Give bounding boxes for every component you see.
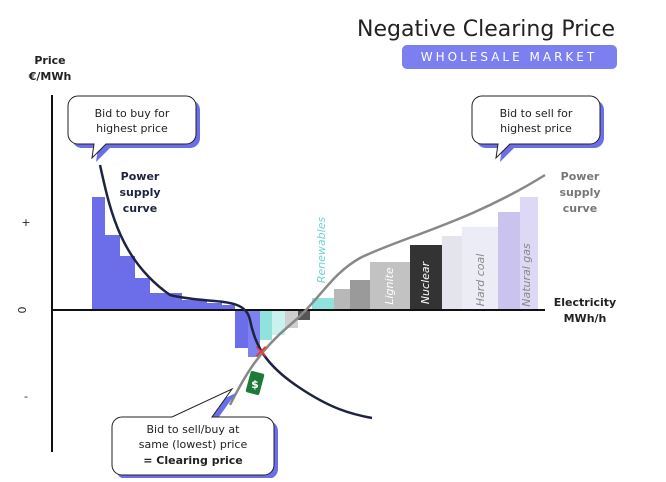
curve-label: curve [563,202,597,215]
demand-curve [98,164,373,420]
curve-label: Power [121,170,160,183]
source-label: Renewables [315,217,328,284]
x-unit: MWh/h [564,312,607,325]
callout-text: same (lowest) price [139,438,248,451]
badge: WHOLESALE MARKET [421,50,597,64]
source-label: Natural gas [520,243,533,307]
curve-label: supply [119,186,160,199]
badge-bg [402,45,617,69]
cross: ✕ [253,342,268,363]
callout-text: highest price [500,122,572,135]
plus: + [21,216,30,229]
title: Negative Clearing Price [357,17,615,42]
curve-label: curve [123,202,157,215]
minus: - [24,390,28,403]
callout-buy: Bid to buy for highest price [67,95,200,162]
y-label: Price [34,54,65,67]
callout-text: Bid to sell/buy at [147,423,241,436]
x-label: Electricity [554,296,616,309]
callout-sell: Bid to sell for highest price [471,95,604,162]
source-label: Lignite [383,267,396,305]
callout-text: Bid to buy for [95,107,170,120]
callout-text: Bid to sell for [500,107,573,120]
curve-label: supply [559,186,600,199]
supply-curve [228,173,546,406]
source-label: Nuclear [419,260,432,304]
curve-label: Power [561,170,600,183]
source-label: Hard coal [474,254,487,307]
y-unit: €/MWh [28,70,72,83]
callout-clearing: Bid to sell/buy at same (lowest) price =… [111,387,278,479]
zero: 0 [16,307,29,314]
tag-bg [245,371,265,395]
callout-text: highest price [96,122,168,135]
tag: $ [251,378,259,391]
callout-text: = Clearing price [143,454,243,467]
bars [92,197,538,357]
